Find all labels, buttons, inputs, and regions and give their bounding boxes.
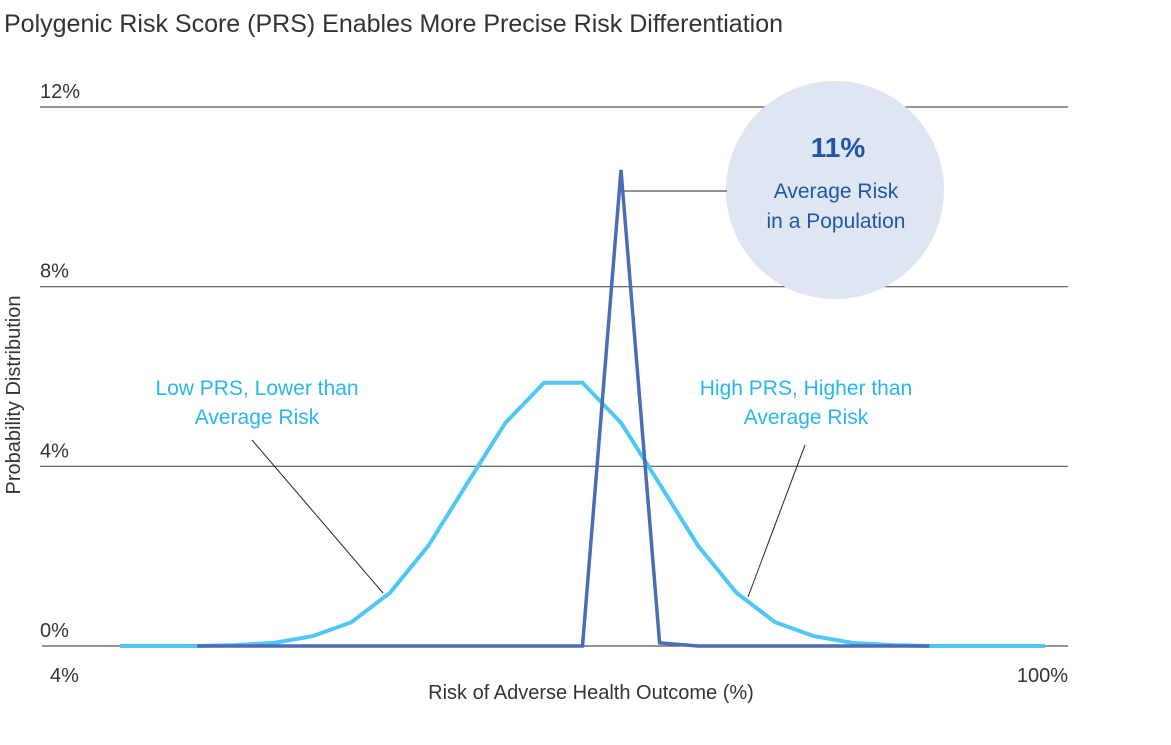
y-tick-label: 4% (40, 440, 69, 462)
y-tick-label: 12% (40, 81, 80, 103)
y-ticks: 0% 4% 8% 12% (40, 81, 80, 642)
average-label-2: in a Population (767, 210, 906, 233)
low-label-2: Average Risk (195, 406, 320, 429)
y-tick-label: 8% (40, 261, 69, 283)
x-tick-min: 4% (50, 665, 79, 687)
low-leader-line (251, 439, 384, 594)
series-group (120, 169, 1045, 648)
chart-title: Polygenic Risk Score (PRS) Enables More … (4, 10, 783, 38)
x-axis-label: Risk of Adverse Health Outcome (%) (428, 682, 754, 704)
high-label-1: High PRS, Higher than (700, 377, 912, 400)
y-axis-label: Probability Distribution (3, 296, 25, 495)
low-label-1: Low PRS, Lower than (155, 377, 358, 400)
x-tick-max: 100% (1017, 665, 1068, 687)
average-value: 11% (811, 132, 866, 163)
average-label-1: Average Risk (774, 180, 899, 203)
y-tick-label: 0% (40, 620, 69, 642)
series-line-average-risk (197, 169, 930, 648)
average-risk-bubble (726, 81, 944, 299)
high-label-2: Average Risk (744, 406, 869, 429)
high-leader-line (747, 444, 806, 598)
